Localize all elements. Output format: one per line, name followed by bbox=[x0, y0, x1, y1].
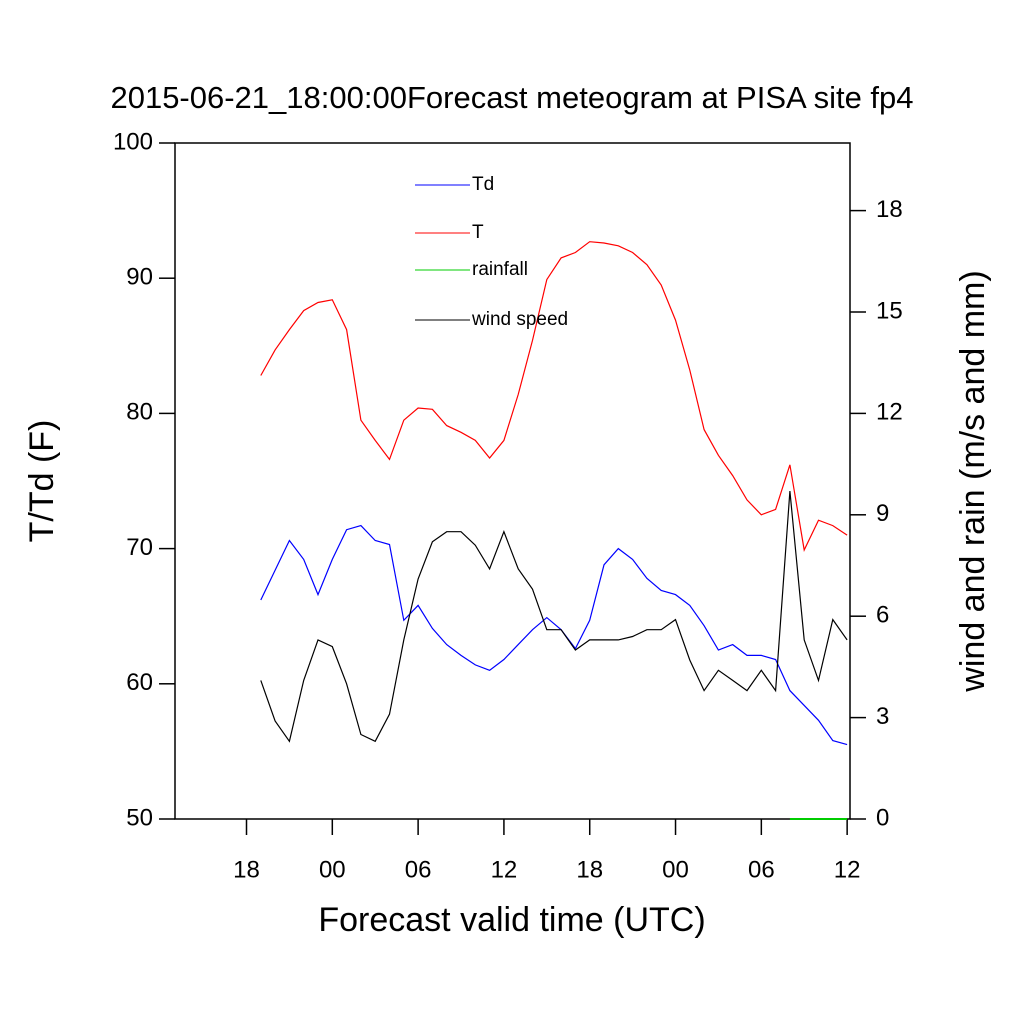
y2-tick-label: 3 bbox=[876, 703, 889, 730]
y-axis-title: T/Td (F) bbox=[23, 420, 61, 543]
series-line bbox=[260, 241, 848, 552]
y2-tick-label: 9 bbox=[876, 500, 889, 527]
legend-label: T bbox=[472, 222, 484, 243]
y-tick-label: 100 bbox=[113, 128, 153, 155]
x-tick-label: 06 bbox=[405, 856, 432, 883]
y2-tick-label: 12 bbox=[876, 399, 903, 426]
y2-tick-label: 0 bbox=[876, 804, 889, 831]
legend-label: wind speed bbox=[471, 309, 568, 330]
y2-axis-title: wind and rain (m/s and mm) bbox=[954, 270, 992, 692]
y-tick-label: 50 bbox=[126, 804, 153, 831]
y2-tick-label: 6 bbox=[876, 602, 889, 629]
chart-title: 2015-06-21_18:00:00Forecast meteogram at… bbox=[110, 80, 913, 115]
x-tick-label: 18 bbox=[233, 856, 260, 883]
x-tick-label: 12 bbox=[834, 856, 861, 883]
x-tick-label: 00 bbox=[662, 856, 689, 883]
y-tick-label: 80 bbox=[126, 399, 153, 426]
x-tick-label: 12 bbox=[491, 856, 518, 883]
y-tick-label: 70 bbox=[126, 534, 153, 561]
legend-label: rainfall bbox=[472, 259, 528, 280]
y2-tick-label: 18 bbox=[876, 196, 903, 223]
x-tick-label: 00 bbox=[319, 856, 346, 883]
x-tick-label: 18 bbox=[576, 856, 603, 883]
series-line bbox=[260, 524, 848, 746]
y-tick-label: 90 bbox=[126, 264, 153, 291]
series-line bbox=[260, 491, 848, 743]
plot-frame bbox=[174, 142, 851, 820]
y-tick-label: 60 bbox=[126, 669, 153, 696]
x-axis-title: Forecast valid time (UTC) bbox=[318, 901, 705, 939]
y2-tick-label: 15 bbox=[876, 297, 903, 324]
x-tick-label: 06 bbox=[748, 856, 775, 883]
legend-label: Td bbox=[472, 174, 494, 195]
